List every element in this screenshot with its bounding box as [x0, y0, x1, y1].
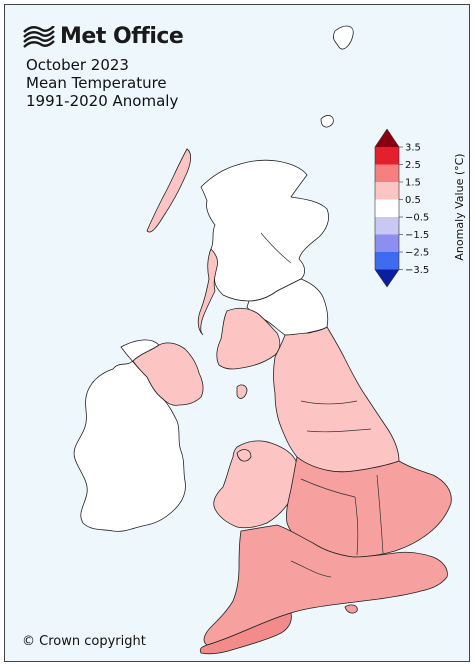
legend-tick-label: 2.5 — [405, 160, 421, 171]
legend-band-minus-3-5-minus-2-5 — [375, 252, 399, 270]
isle-of-man — [236, 384, 248, 399]
england-south-west — [199, 612, 292, 655]
orkney-shetland — [320, 25, 354, 128]
legend-tick-label: −0.5 — [405, 213, 429, 224]
brand-name: Met Office — [60, 24, 184, 49]
legend-title: Anomaly Value (°C) — [453, 153, 466, 260]
legend-band-2-5-3-5 — [375, 147, 399, 165]
title-line-3: 1991-2020 Anomaly — [26, 92, 179, 110]
uk-anomaly-map — [73, 25, 452, 655]
legend-band-minus-1-5-minus-0-5 — [375, 217, 399, 235]
legend-tick-label: −1.5 — [405, 230, 429, 241]
legend-tick-label: 3.5 — [405, 143, 421, 154]
copyright-notice: © Crown copyright — [22, 634, 146, 649]
legend-tick-label: 0.5 — [405, 195, 421, 206]
wales — [213, 440, 298, 529]
legend-band-0-5-1-5 — [375, 182, 399, 200]
england-midlands-east — [286, 456, 452, 558]
met-office-wave-icon — [23, 25, 55, 48]
england-south — [203, 524, 448, 646]
map-frame: 3.5 2.5 1.5 0.5 −0.5 −1.5 −2.5 −3.5 Anomaly Val… — [4, 4, 470, 662]
legend-tick-label: −2.5 — [405, 248, 429, 259]
isle-of-wight — [344, 604, 358, 614]
region-boundary — [260, 232, 384, 578]
met-office-logo: Met Office — [22, 24, 184, 49]
legend-band-neutral — [375, 199, 399, 217]
legend-band-1-5-2-5 — [375, 164, 399, 182]
england-north — [273, 326, 400, 473]
legend-under-triangle — [375, 269, 399, 287]
scotland-north — [200, 159, 329, 302]
title-line-1: October 2023 — [26, 56, 129, 74]
outer-hebrides — [146, 148, 191, 233]
anomaly-legend: 3.5 2.5 1.5 0.5 −0.5 −1.5 −2.5 −3.5 Anomaly Val… — [374, 128, 466, 288]
ireland-landmass — [73, 339, 186, 532]
legend-band-minus-2-5-minus-1-5 — [375, 234, 399, 252]
anglesey — [236, 449, 252, 462]
legend-tick-label: −3.5 — [405, 265, 429, 276]
legend-over-triangle — [375, 129, 399, 147]
title-line-2: Mean Temperature — [26, 74, 167, 92]
scotland-west-coast — [197, 248, 218, 336]
northern-ireland — [132, 342, 204, 406]
scotland-south-west — [216, 307, 281, 370]
legend-tick-label: 1.5 — [405, 178, 421, 189]
